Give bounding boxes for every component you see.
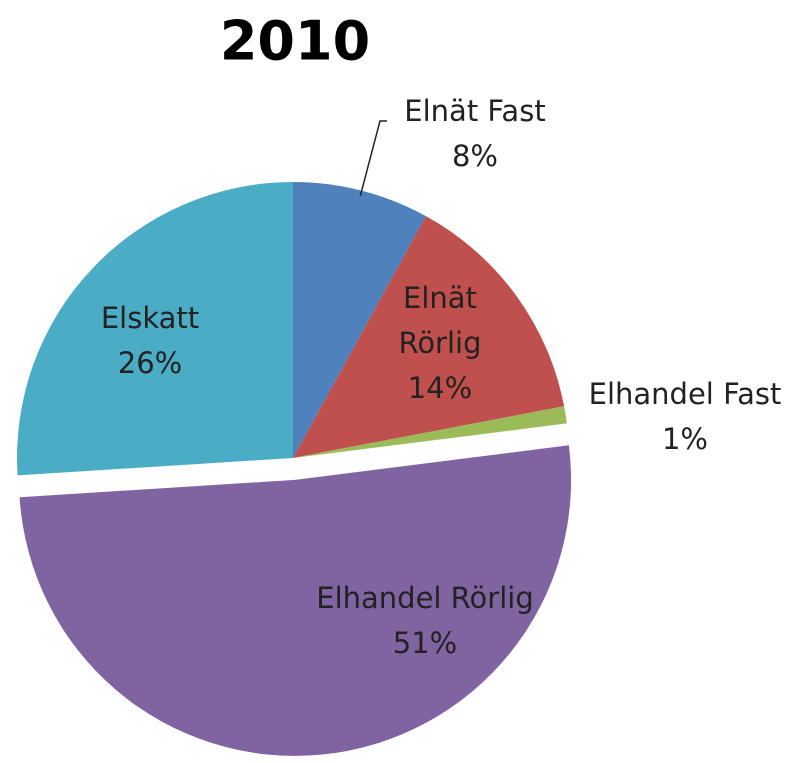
slice-value-label: 26% — [118, 346, 182, 380]
slice-label: Elskatt — [101, 301, 199, 335]
slice-label: Elnät Fast — [404, 94, 545, 128]
slice-value-label: 51% — [393, 626, 457, 660]
pie-slice — [293, 406, 567, 458]
slice-label: Elnät Rörlig — [398, 281, 481, 360]
slice-label: Elhandel Fast — [589, 377, 782, 411]
slice-value-label: 8% — [452, 139, 498, 173]
slice-value-label: 1% — [662, 422, 708, 456]
slice-label: Elhandel Rörlig — [316, 581, 533, 615]
pie-slice — [16, 182, 293, 476]
pie-slice — [293, 182, 426, 458]
leader-line — [359, 120, 387, 196]
pie-slice — [19, 445, 572, 756]
pie-slice — [293, 216, 565, 458]
slice-value-label: 14% — [408, 371, 472, 405]
chart-title: 2010 — [220, 10, 370, 73]
